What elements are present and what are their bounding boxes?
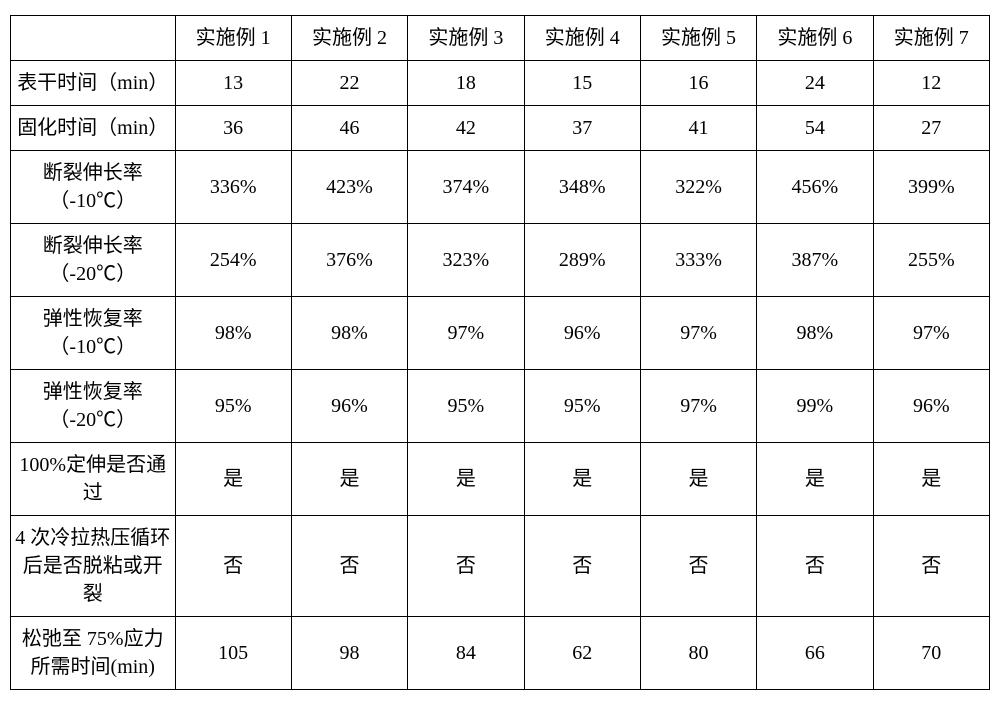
table-header-col6: 实施例 6 [757, 16, 873, 61]
table-cell: 是 [640, 443, 756, 516]
table-cell: 97% [640, 297, 756, 370]
table-cell: 18 [408, 61, 524, 106]
data-table: 实施例 1 实施例 2 实施例 3 实施例 4 实施例 5 实施例 6 实施例 … [10, 15, 990, 690]
table-cell: 62 [524, 617, 640, 690]
table-cell: 是 [757, 443, 873, 516]
table-cell: 374% [408, 151, 524, 224]
row-label: 松弛至 75%应力所需时间(min) [11, 617, 176, 690]
table-cell: 是 [524, 443, 640, 516]
row-label: 4 次冷拉热压循环后是否脱粘或开裂 [11, 516, 176, 617]
table-cell: 否 [873, 516, 989, 617]
table-cell: 255% [873, 224, 989, 297]
table-cell: 376% [291, 224, 407, 297]
table-row: 断裂伸长率（-10℃）336%423%374%348%322%456%399% [11, 151, 990, 224]
table-cell: 96% [873, 370, 989, 443]
row-label: 断裂伸长率（-10℃） [11, 151, 176, 224]
table-row: 弹性恢复率（-10℃）98%98%97%96%97%98%97% [11, 297, 990, 370]
table-cell: 399% [873, 151, 989, 224]
table-cell: 98% [175, 297, 291, 370]
table-cell: 是 [291, 443, 407, 516]
table-cell: 456% [757, 151, 873, 224]
table-cell: 否 [757, 516, 873, 617]
table-cell: 336% [175, 151, 291, 224]
row-label: 100%定伸是否通过 [11, 443, 176, 516]
table-cell: 322% [640, 151, 756, 224]
table-cell: 97% [640, 370, 756, 443]
table-cell: 97% [873, 297, 989, 370]
table-cell: 22 [291, 61, 407, 106]
table-header-blank [11, 16, 176, 61]
table-header-col4: 实施例 4 [524, 16, 640, 61]
table-cell: 否 [408, 516, 524, 617]
table-header-col2: 实施例 2 [291, 16, 407, 61]
table-cell: 97% [408, 297, 524, 370]
table-cell: 37 [524, 106, 640, 151]
table-header-col7: 实施例 7 [873, 16, 989, 61]
table-cell: 96% [291, 370, 407, 443]
table-cell: 24 [757, 61, 873, 106]
table-cell: 是 [408, 443, 524, 516]
table-cell: 84 [408, 617, 524, 690]
table-row: 4 次冷拉热压循环后是否脱粘或开裂否否否否否否否 [11, 516, 990, 617]
row-label: 固化时间（min） [11, 106, 176, 151]
table-cell: 95% [175, 370, 291, 443]
table-cell: 387% [757, 224, 873, 297]
row-label: 表干时间（min） [11, 61, 176, 106]
table-cell: 348% [524, 151, 640, 224]
table-cell: 41 [640, 106, 756, 151]
table-cell: 54 [757, 106, 873, 151]
table-cell: 是 [873, 443, 989, 516]
table-cell: 423% [291, 151, 407, 224]
table-row: 固化时间（min）36464237415427 [11, 106, 990, 151]
row-label: 断裂伸长率（-20℃） [11, 224, 176, 297]
table-cell: 16 [640, 61, 756, 106]
table-cell: 323% [408, 224, 524, 297]
table-row: 100%定伸是否通过是是是是是是是 [11, 443, 990, 516]
table-cell: 80 [640, 617, 756, 690]
table-cell: 98% [291, 297, 407, 370]
table-header-col3: 实施例 3 [408, 16, 524, 61]
table-body: 表干时间（min）13221815162412固化时间（min）36464237… [11, 61, 990, 690]
table-cell: 15 [524, 61, 640, 106]
table-cell: 70 [873, 617, 989, 690]
table-cell: 99% [757, 370, 873, 443]
table-header-col5: 实施例 5 [640, 16, 756, 61]
table-cell: 否 [640, 516, 756, 617]
table-cell: 否 [175, 516, 291, 617]
row-label: 弹性恢复率（-20℃） [11, 370, 176, 443]
table-cell: 36 [175, 106, 291, 151]
table-cell: 98% [757, 297, 873, 370]
row-label: 弹性恢复率（-10℃） [11, 297, 176, 370]
table-cell: 否 [291, 516, 407, 617]
table-cell: 95% [524, 370, 640, 443]
table-cell: 否 [524, 516, 640, 617]
table-cell: 是 [175, 443, 291, 516]
table-header-row: 实施例 1 实施例 2 实施例 3 实施例 4 实施例 5 实施例 6 实施例 … [11, 16, 990, 61]
table-cell: 333% [640, 224, 756, 297]
table-cell: 289% [524, 224, 640, 297]
table-cell: 42 [408, 106, 524, 151]
table-cell: 95% [408, 370, 524, 443]
table-cell: 105 [175, 617, 291, 690]
table-header-col1: 实施例 1 [175, 16, 291, 61]
table-row: 表干时间（min）13221815162412 [11, 61, 990, 106]
table-row: 松弛至 75%应力所需时间(min)105988462806670 [11, 617, 990, 690]
table-row: 断裂伸长率（-20℃）254%376%323%289%333%387%255% [11, 224, 990, 297]
table-cell: 254% [175, 224, 291, 297]
table-cell: 98 [291, 617, 407, 690]
table-cell: 66 [757, 617, 873, 690]
table-cell: 13 [175, 61, 291, 106]
table-cell: 46 [291, 106, 407, 151]
table-cell: 12 [873, 61, 989, 106]
table-cell: 96% [524, 297, 640, 370]
table-row: 弹性恢复率（-20℃）95%96%95%95%97%99%96% [11, 370, 990, 443]
table-cell: 27 [873, 106, 989, 151]
